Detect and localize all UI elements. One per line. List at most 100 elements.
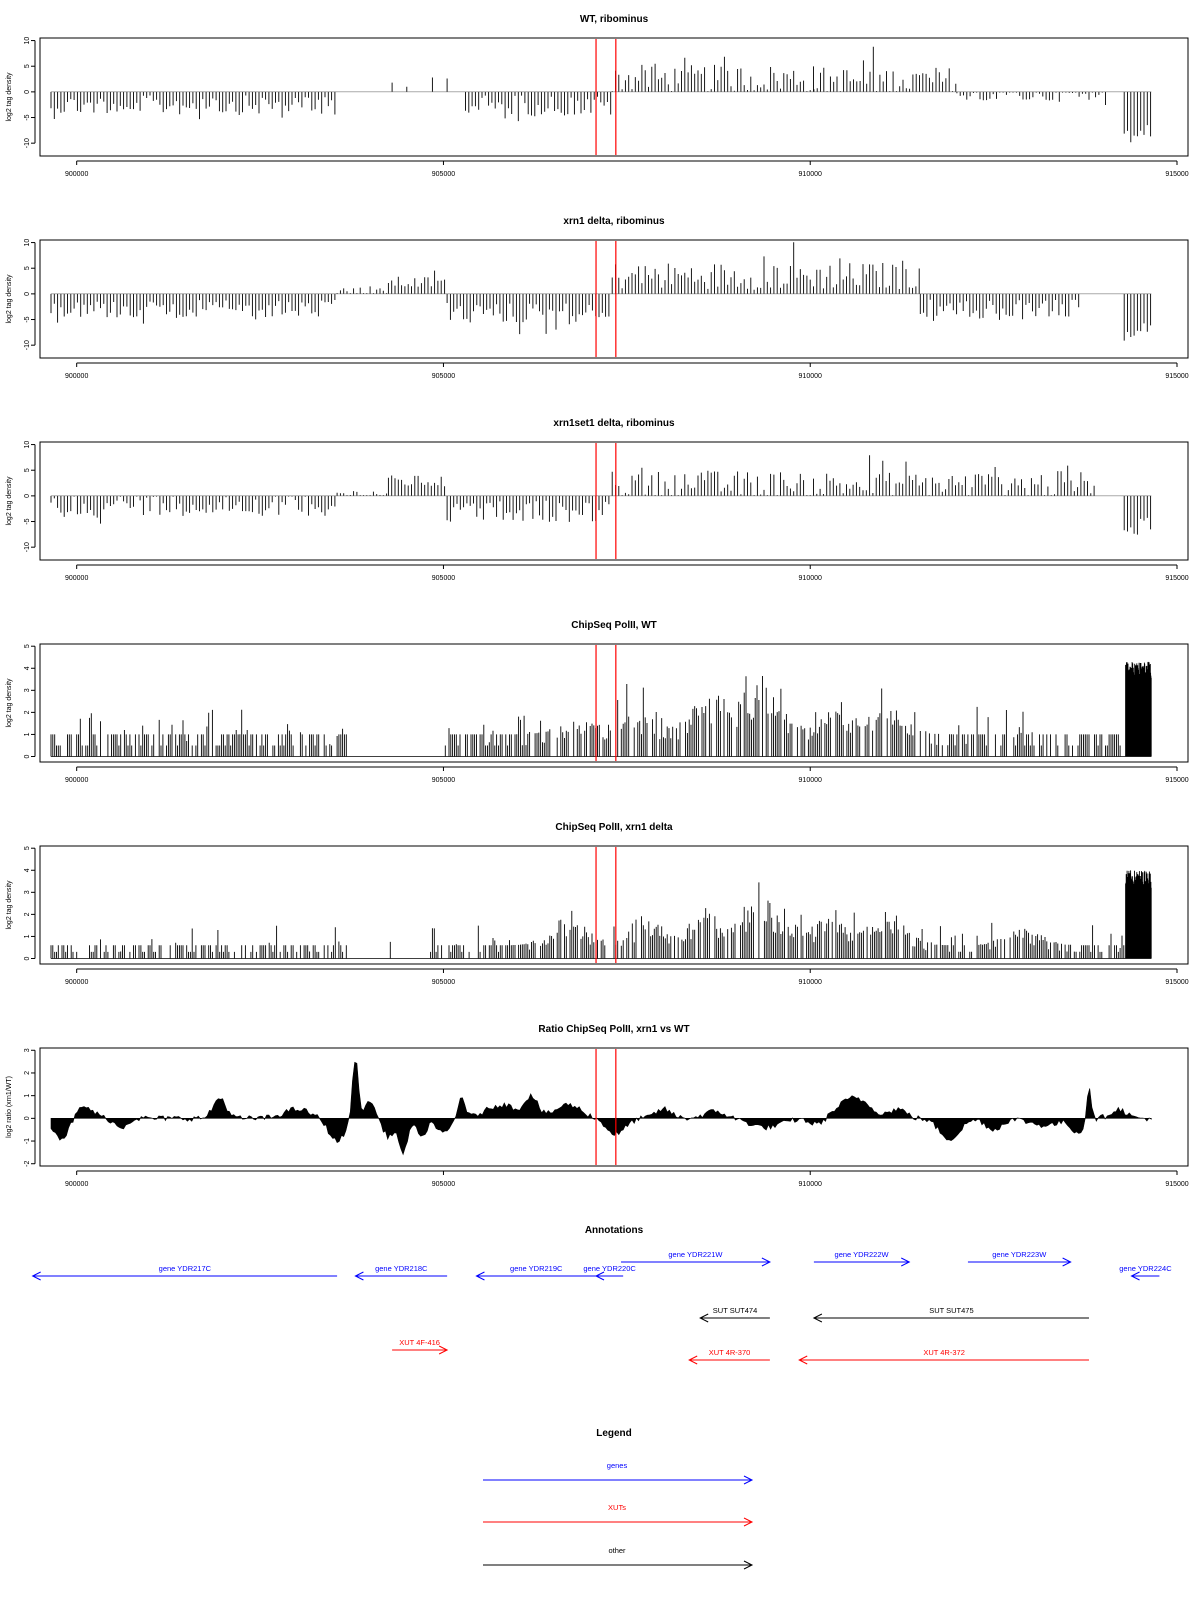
feature-label: XUT 4R-370: [709, 1348, 751, 1357]
y-tick-label: 10: [24, 37, 31, 45]
x-tick-label: 910000: [799, 979, 822, 986]
feature-gene-ydr220c: gene YDR220C: [583, 1264, 636, 1281]
y-tick-label: 0: [24, 292, 31, 296]
arrow-head: [812, 1313, 823, 1323]
y-tick-label: -5: [24, 114, 31, 120]
x-tick-label: 910000: [799, 373, 822, 380]
legend-entry-label: other: [608, 1546, 626, 1555]
feature-label: XUT 4R-372: [923, 1348, 965, 1357]
x-tick-label: 900000: [65, 575, 88, 582]
plot-frame: [39, 37, 1189, 157]
y-tick-label: 5: [24, 468, 31, 472]
density-bars: [50, 870, 1152, 959]
feature-sut-sut475: SUT SUT475: [812, 1306, 1089, 1323]
panel-title: xrn1 delta, ribominus: [563, 216, 665, 227]
y-tick-label: 5: [24, 64, 31, 68]
density-bars: [50, 46, 1152, 143]
data-series: [50, 870, 1152, 959]
feature-label: SUT SUT475: [929, 1306, 973, 1315]
feature-label: SUT SUT474: [713, 1306, 757, 1315]
y-tick-label: -5: [24, 518, 31, 524]
y-tick-label: 1: [24, 1094, 31, 1098]
feature-label: gene YDR220C: [583, 1264, 636, 1273]
plot-frame: [39, 643, 1189, 763]
y-tick-label: 0: [24, 494, 31, 498]
legend-title: Legend: [596, 1428, 632, 1439]
feature-label: gene YDR223W: [992, 1250, 1047, 1259]
y-tick-label: 1: [24, 732, 31, 736]
x-tick-label: 900000: [65, 1181, 88, 1188]
data-series: [50, 455, 1152, 535]
feature-label: XUT 4F-416: [399, 1338, 440, 1347]
plot-frame: [39, 845, 1189, 965]
x-tick-label: 900000: [65, 373, 88, 380]
arrow-head: [1062, 1257, 1072, 1267]
x-tick-label: 910000: [799, 777, 822, 784]
y-tick-label: 4: [24, 868, 31, 872]
legend-entry-other: other: [483, 1546, 754, 1570]
arrow-head: [31, 1271, 41, 1281]
feature-gene-ydr222w: gene YDR222W: [813, 1250, 911, 1267]
x-tick-label: 915000: [1165, 1181, 1188, 1188]
density-bars: [50, 661, 1152, 757]
x-tick-label: 915000: [1165, 373, 1188, 380]
track-panel-4: ChipSeq PolII, WT 0 1 2 3 4 5 log2 tag density 9…: [6, 620, 1189, 784]
arrow-head: [475, 1271, 485, 1281]
panel-title: WT, ribominus: [580, 14, 649, 25]
y-axis-label: log2 tag density: [6, 274, 13, 324]
arrow-head: [901, 1257, 911, 1267]
feature-sut-sut474: SUT SUT474: [699, 1306, 770, 1323]
panel-title: ChipSeq PolII, WT: [571, 620, 657, 631]
x-tick-label: 915000: [1165, 575, 1188, 582]
panel-title: Ratio ChipSeq PolII, xrn1 vs WT: [538, 1024, 689, 1035]
feature-gene-ydr224c: gene YDR224C: [1119, 1264, 1172, 1281]
feature-label: gene YDR218C: [375, 1264, 428, 1273]
track-panel-1: WT, ribominus -10 -5 0 5 10 log2 tag density 90…: [6, 14, 1189, 178]
arrow-head: [761, 1257, 771, 1267]
y-tick-label: 5: [24, 644, 31, 648]
y-tick-label: 0: [24, 1116, 31, 1120]
x-tick-label: 905000: [432, 171, 455, 178]
x-tick-label: 915000: [1165, 777, 1188, 784]
feature-gene-ydr217c: gene YDR217C: [31, 1264, 338, 1281]
feature-label: gene YDR217C: [159, 1264, 212, 1273]
feature-label: gene YDR224C: [1119, 1264, 1172, 1273]
y-axis-label: log2 tag density: [6, 678, 13, 728]
plot-frame: [39, 441, 1189, 561]
arrow-head: [438, 1345, 449, 1355]
y-tick-label: -2: [24, 1161, 31, 1167]
arrow-head: [743, 1517, 754, 1527]
data-series: [50, 1061, 1152, 1156]
panel-title: ChipSeq PolII, xrn1 delta: [555, 822, 673, 833]
data-series: [50, 46, 1152, 143]
plot-frame: [39, 1047, 1189, 1167]
annotations-panel: Annotations gene YDR217C gene YDR218C gene …: [31, 1225, 1172, 1365]
y-tick-label: 2: [24, 912, 31, 916]
arrow-head: [354, 1271, 364, 1281]
arrow-head: [798, 1355, 808, 1365]
arrow-head: [743, 1560, 754, 1570]
y-tick-label: 0: [24, 90, 31, 94]
density-bars: [50, 242, 1152, 341]
legend-entry-label: genes: [607, 1461, 628, 1470]
feature-xut-4r-370: XUT 4R-370: [688, 1348, 770, 1365]
x-tick-label: 910000: [799, 575, 822, 582]
y-tick-label: 0: [24, 956, 31, 960]
feature-label: gene YDR219C: [510, 1264, 563, 1273]
feature-gene-ydr218c: gene YDR218C: [354, 1264, 448, 1281]
feature-gene-ydr223w: gene YDR223W: [967, 1250, 1072, 1267]
x-tick-label: 910000: [799, 171, 822, 178]
y-tick-label: 10: [24, 441, 31, 449]
arrow-head: [594, 1271, 605, 1281]
y-tick-label: -5: [24, 316, 31, 322]
x-tick-label: 900000: [65, 777, 88, 784]
track-panel-5: ChipSeq PolII, xrn1 delta 0 1 2 3 4 5 log2 tag …: [6, 822, 1189, 986]
x-tick-label: 910000: [799, 1181, 822, 1188]
x-tick-label: 900000: [65, 979, 88, 986]
y-axis-label: log2 ratio (xrn1/WT): [6, 1076, 13, 1138]
y-axis-label: log2 tag density: [6, 72, 13, 122]
data-series: [50, 661, 1152, 757]
data-series: [50, 242, 1152, 341]
y-tick-label: 5: [24, 846, 31, 850]
